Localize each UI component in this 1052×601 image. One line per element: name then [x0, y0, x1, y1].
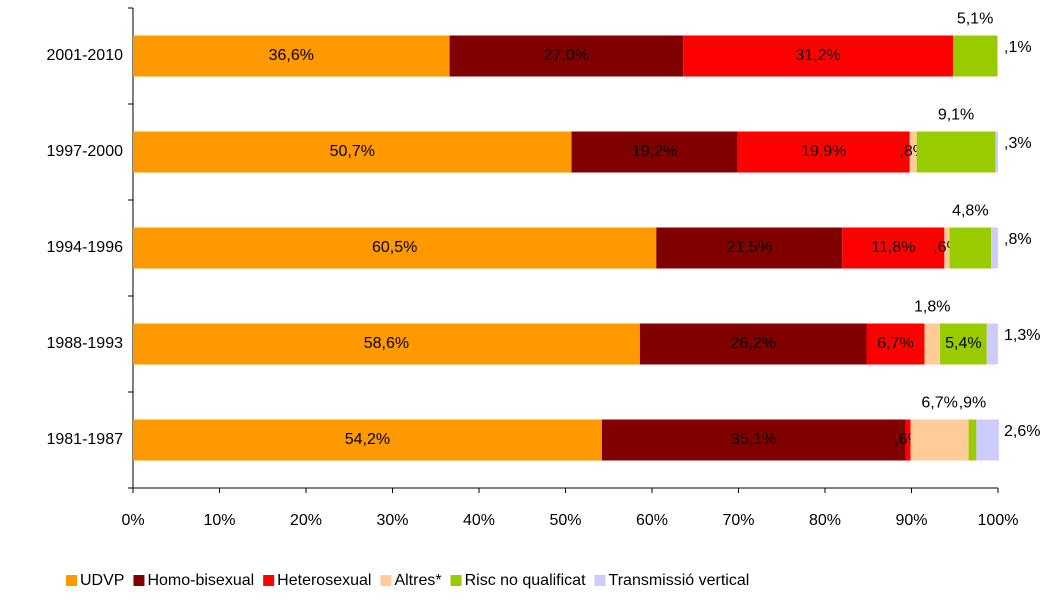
bar-segment	[944, 227, 950, 269]
x-tick-label: 70%	[722, 512, 754, 529]
legend-label: Transmissió vertical	[609, 572, 750, 589]
x-tick-label: 60%	[636, 512, 668, 529]
legend-label: UDVP	[80, 572, 124, 589]
data-label: ,1%	[1004, 39, 1032, 56]
data-label: 19,9%	[801, 143, 846, 160]
bar-segment	[991, 227, 998, 269]
bar-segment	[940, 323, 987, 365]
bar-segment	[924, 323, 941, 365]
data-label: 6,7%	[877, 335, 913, 352]
data-label: 5,1%	[957, 11, 993, 28]
bar-segment	[737, 131, 910, 173]
data-label: ,8%	[1004, 231, 1032, 248]
y-tick-label: 1988-1993	[46, 335, 123, 352]
bar-segment	[656, 227, 843, 269]
data-label: 27,0%	[544, 47, 589, 64]
bar-segment	[639, 323, 867, 365]
legend-swatch	[450, 575, 462, 586]
legend-label: Altres*	[394, 572, 441, 589]
y-tick-label: 1997-2000	[46, 143, 123, 160]
data-label: 19,2%	[632, 143, 677, 160]
bar-segment	[916, 131, 996, 173]
data-label: 1,8%	[914, 299, 950, 316]
data-label: 54,2%	[345, 431, 390, 448]
legend-swatch	[133, 575, 145, 586]
bar-segment	[133, 323, 640, 365]
data-label: 26,2%	[731, 335, 776, 352]
bar-segment	[601, 419, 906, 461]
bar-segment	[683, 35, 954, 77]
bar-segment	[571, 131, 738, 173]
data-label: 36,6%	[269, 47, 314, 64]
legend-label: Homo-bisexual	[147, 572, 254, 589]
bar-segment	[995, 131, 998, 173]
data-label: 2,6%	[1004, 423, 1040, 440]
data-label: 21,5%	[727, 239, 772, 256]
legend-swatch	[66, 575, 77, 586]
x-tick-label: 40%	[463, 512, 495, 529]
bar-segment	[133, 227, 657, 269]
bar-segment	[909, 131, 917, 173]
bar-segment	[976, 419, 999, 461]
legend-label: Heterosexual	[277, 572, 371, 589]
x-tick-label: 20%	[290, 512, 322, 529]
data-label: 9,1%	[938, 107, 974, 124]
x-tick-label: 90%	[895, 512, 927, 529]
bar-segment	[949, 227, 992, 269]
bar-segment	[997, 35, 998, 77]
data-label: 35,1%	[731, 431, 776, 448]
y-tick-label: 2001-2010	[46, 47, 123, 64]
legend-label: Risc no qualificat	[465, 572, 587, 589]
bar-segment	[842, 227, 945, 269]
data-label: 31,2%	[795, 47, 840, 64]
data-label: ,3%	[1004, 135, 1032, 152]
x-tick-label: 50%	[549, 512, 581, 529]
data-label: 6,7%	[921, 395, 957, 412]
y-tick-label: 1994-1996	[46, 239, 123, 256]
bar-segment	[133, 419, 602, 461]
bar-segment	[133, 35, 450, 77]
bar-segment	[953, 35, 998, 77]
legend-swatch	[263, 575, 275, 586]
bar-segment	[133, 131, 572, 173]
data-label: 50,7%	[330, 143, 375, 160]
x-tick-label: 0%	[121, 512, 144, 529]
x-tick-label: 10%	[203, 512, 235, 529]
bar-segment	[905, 419, 911, 461]
data-label: 58,6%	[364, 335, 409, 352]
x-tick-label: 30%	[376, 512, 408, 529]
data-label: 5,4%	[945, 335, 981, 352]
data-label: ,9%	[959, 395, 987, 412]
bar-segment	[986, 323, 998, 365]
data-label: 4,8%	[952, 203, 988, 220]
legend-swatch	[594, 575, 606, 586]
bar-segment	[910, 419, 969, 461]
bar-segment	[968, 419, 977, 461]
x-tick-label: 80%	[809, 512, 841, 529]
data-label: 60,5%	[372, 239, 417, 256]
y-tick-label: 1981-1987	[46, 431, 123, 448]
data-label: 1,3%	[1004, 327, 1040, 344]
x-tick-label: 100%	[978, 512, 1019, 529]
legend-swatch	[380, 575, 392, 586]
bar-segment	[866, 323, 925, 365]
data-label: 11,8%	[871, 239, 915, 256]
bar-segment	[449, 35, 684, 77]
